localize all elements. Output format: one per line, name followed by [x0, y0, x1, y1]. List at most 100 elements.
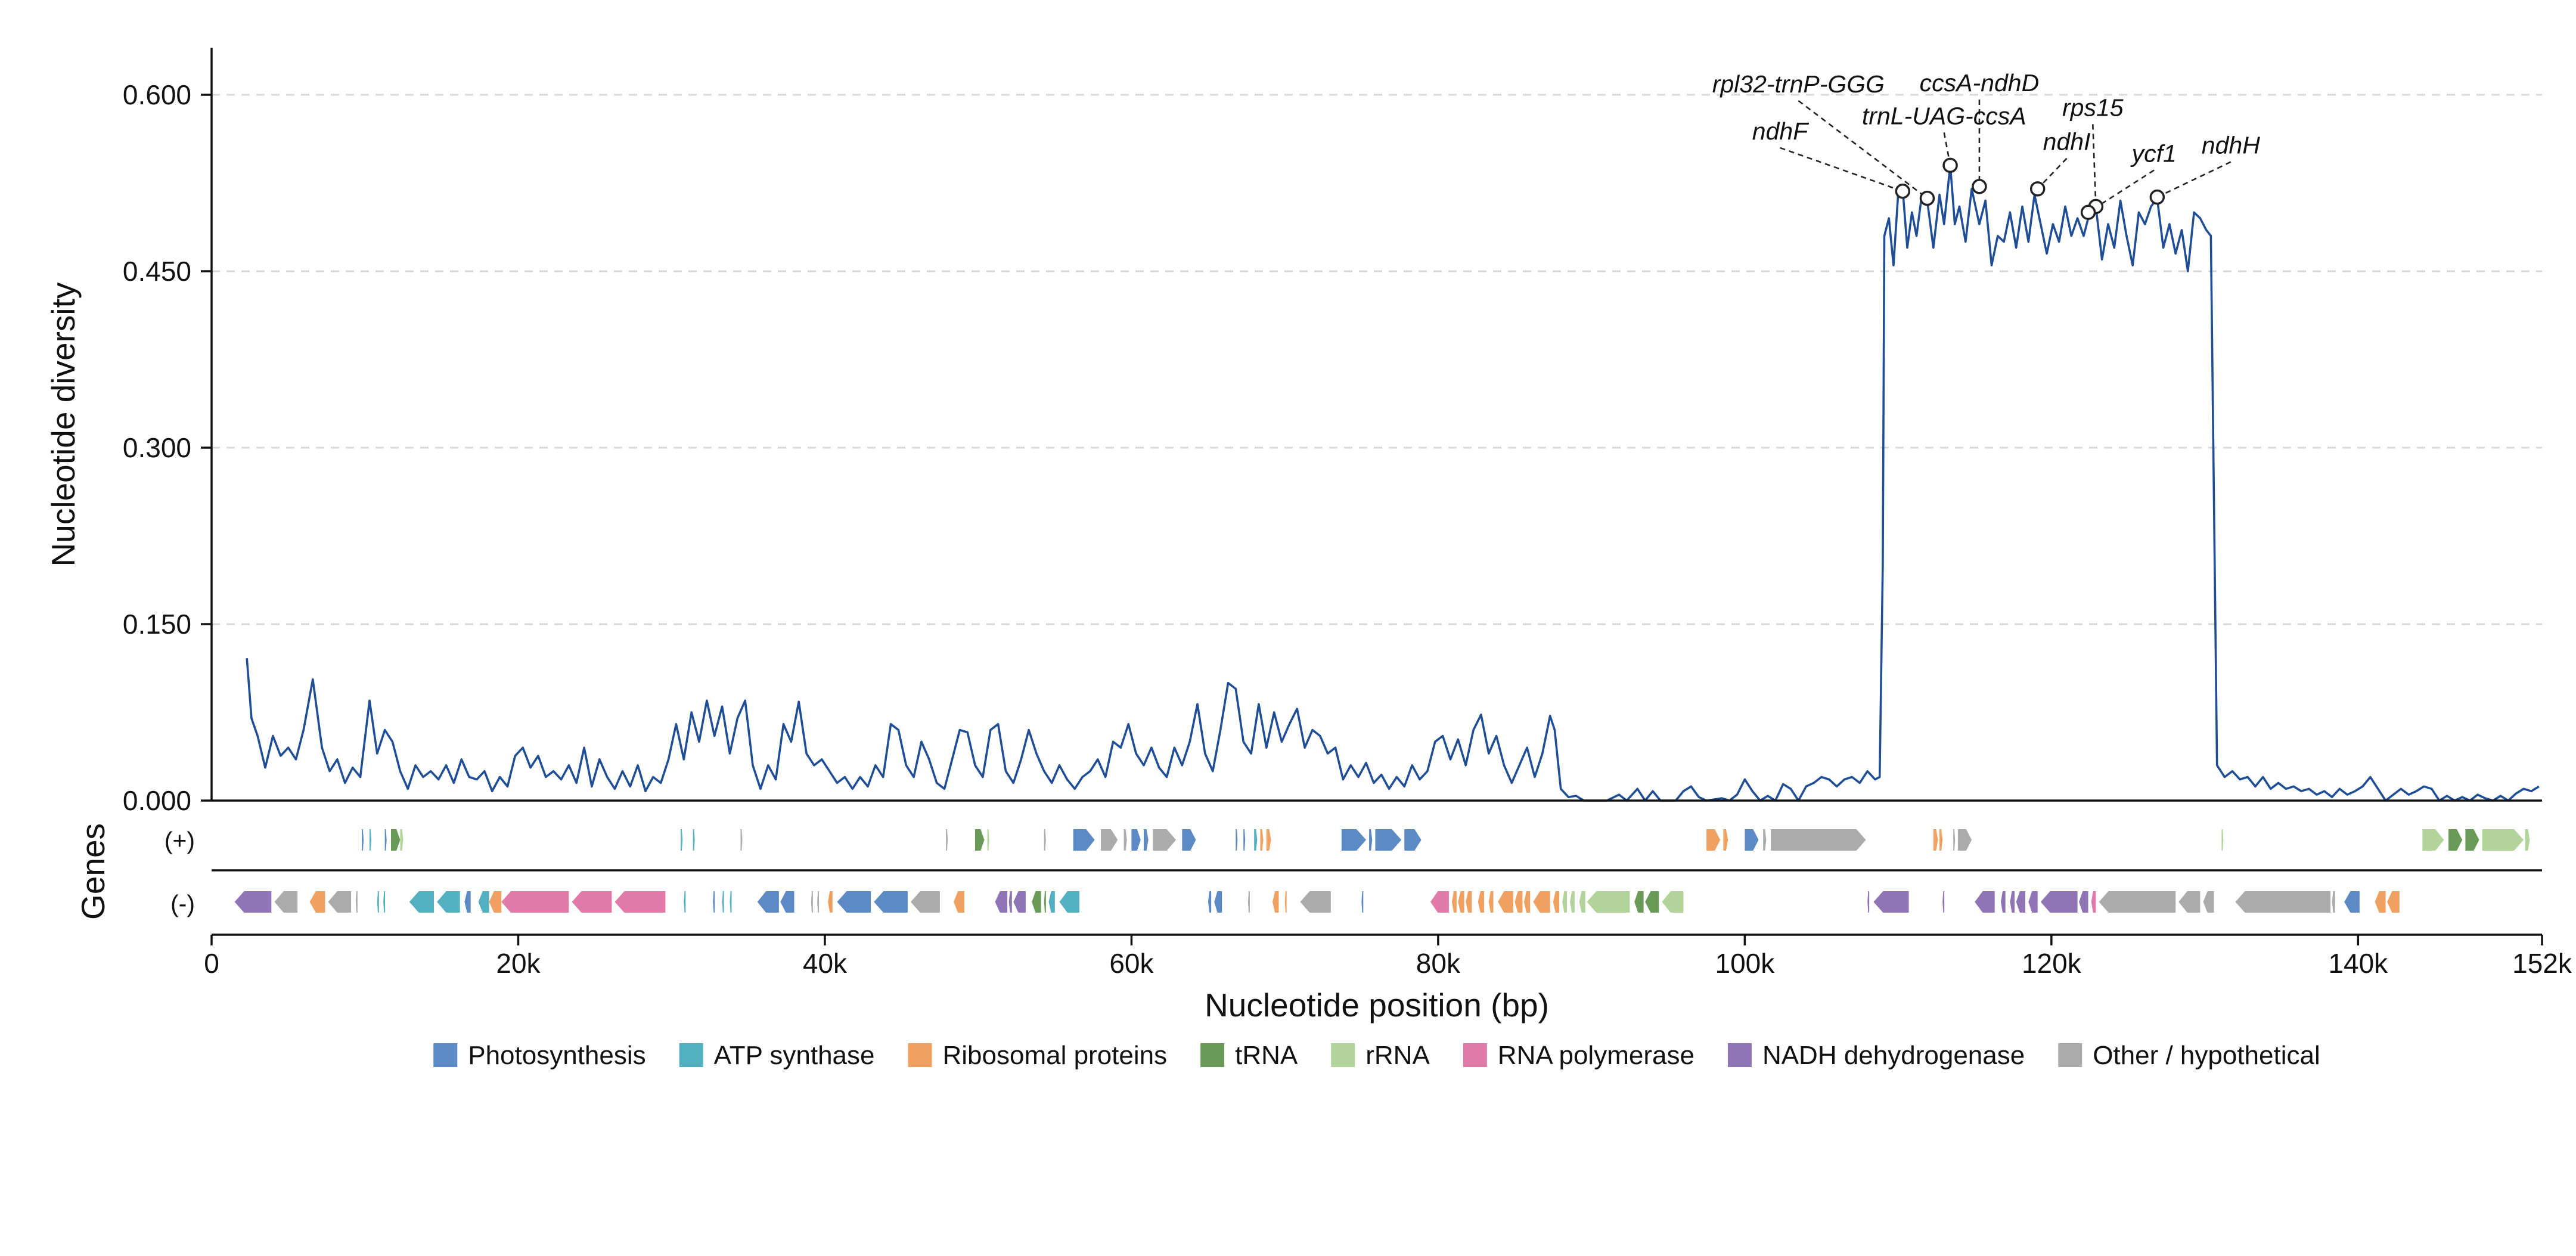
y-tick-label: 0.600	[123, 79, 191, 110]
gene-minus-arrow	[572, 891, 612, 913]
x-tick-label: 0	[204, 948, 219, 979]
gene-minus-arrow	[478, 891, 489, 913]
gene-plus-arrow	[2482, 829, 2524, 851]
y-axis-title: Nucleotide diversity	[45, 282, 82, 566]
gene-plus-arrow	[1369, 829, 1373, 851]
gene-minus-arrow	[328, 891, 352, 913]
gene-plus-arrow	[1073, 829, 1095, 851]
gene-plus-arrow	[1243, 829, 1246, 851]
peak-marker	[1919, 190, 1935, 206]
gene-minus-arrow	[309, 891, 325, 913]
x-tick-label: 20k	[496, 948, 541, 979]
gene-minus-arrow	[2387, 891, 2400, 913]
gene-minus-arrow	[1514, 891, 1523, 913]
annotation-leader	[1780, 147, 1903, 192]
gene-minus-arrow	[1284, 891, 1287, 913]
legend-swatch	[679, 1043, 703, 1067]
annotation-label: trnL-UAG-ccsA	[1862, 102, 2026, 129]
gene-minus-arrow	[1498, 891, 1513, 913]
gene-minus-arrow	[2001, 891, 2006, 913]
annotation-label: ndhH	[2202, 132, 2260, 159]
gene-minus-arrow	[2099, 891, 2176, 913]
peak-annotations: rpl32-trnP-GGG ndhF ccsA-ndhD trnL-UAG-ccsA…	[1712, 69, 2260, 221]
gene-minus-arrow	[1300, 891, 1331, 913]
gene-minus-arrow	[383, 891, 386, 913]
gene-minus-arrow	[1273, 891, 1279, 913]
gene-plus-arrow	[362, 829, 364, 851]
x-tick-label: 40k	[803, 948, 848, 979]
gene-plus-arrow	[987, 829, 989, 851]
gene-minus-arrow	[1645, 891, 1659, 913]
gene-plus-arrow	[400, 829, 404, 851]
diversity-line	[246, 164, 2540, 802]
gene-minus-arrow	[874, 891, 908, 913]
y-tick-label: 0.000	[123, 785, 191, 816]
annotation-leader	[2087, 169, 2155, 213]
y-ticks: 0.000 0.150 0.300 0.450 0.600	[123, 79, 212, 816]
gene-plus-arrow	[1957, 829, 1972, 851]
x-axis-title: Nucleotide position (bp)	[1205, 987, 1549, 1024]
gene-minus-arrow	[1488, 891, 1494, 913]
gene-minus-arrow	[1466, 891, 1472, 913]
gene-minus-arrow	[2016, 891, 2026, 913]
gene-plus-arrow	[740, 829, 743, 851]
gene-plus-arrow	[975, 829, 985, 851]
gene-minus-arrow	[1553, 891, 1560, 913]
peak-marker	[2080, 204, 2096, 221]
y-tick-label: 0.450	[123, 256, 191, 287]
gene-minus-arrow	[1048, 891, 1055, 913]
x-tick-label: 120k	[2022, 948, 2082, 979]
gene-minus-arrow	[1478, 891, 1485, 913]
gene-track-title: Genes	[75, 823, 111, 920]
gene-minus-arrow	[1430, 891, 1449, 913]
gene-minus-arrow	[2079, 891, 2088, 913]
gene-minus-arrow	[1533, 891, 1550, 913]
gene-plus-arrow	[681, 829, 683, 851]
gridlines	[212, 94, 2542, 625]
gene-minus-arrow	[1059, 891, 1079, 913]
x-tick-label: 100k	[1715, 948, 1775, 979]
legend-swatch	[1331, 1043, 1355, 1067]
gene-plus-arrow	[1745, 829, 1759, 851]
gene-minus-arrow	[1562, 891, 1567, 913]
annotation-label: ccsA-ndhD	[1920, 69, 2040, 97]
gene-minus-arrow	[2091, 891, 2096, 913]
genes-minus-strand	[234, 891, 2400, 913]
gene-plus-arrow	[1254, 829, 1258, 851]
gene-minus-arrow	[274, 891, 298, 913]
gene-minus-arrow	[2178, 891, 2201, 913]
gene-minus-arrow	[2344, 891, 2360, 913]
gene-plus-arrow	[1723, 829, 1728, 851]
strand-plus-label: (+)	[165, 827, 195, 854]
gene-minus-arrow	[780, 891, 794, 913]
gene-minus-arrow	[2040, 891, 2078, 913]
gene-minus-arrow	[1942, 891, 1945, 913]
gene-plus-arrow	[1260, 829, 1264, 851]
y-tick-label: 0.300	[123, 432, 191, 463]
legend-swatch	[1463, 1043, 1487, 1067]
gene-minus-arrow	[437, 891, 460, 913]
gene-plus-arrow	[1131, 829, 1141, 851]
annotation-label: rpl32-trnP-GGG	[1712, 70, 1885, 98]
gene-minus-arrow	[1634, 891, 1644, 913]
gene-plus-arrow	[1044, 829, 1046, 851]
genes-plus-strand	[362, 829, 2530, 851]
gene-minus-arrow	[464, 891, 471, 913]
annotation-leader	[2037, 157, 2068, 190]
annotation-leader	[1798, 100, 1928, 199]
x-tick-label: 80k	[1416, 948, 1461, 979]
gene-plus-arrow	[1266, 829, 1271, 851]
x-tick-label: 152k	[2512, 948, 2572, 979]
gene-minus-arrow	[684, 891, 686, 913]
x-tick-label: 60k	[1109, 948, 1154, 979]
peak-marker	[2029, 181, 2046, 197]
gene-minus-arrow	[1867, 891, 1870, 913]
gene-plus-arrow	[1182, 829, 1196, 851]
gene-minus-arrow	[1579, 891, 1585, 913]
gene-minus-arrow	[409, 891, 434, 913]
legend-label: Other / hypothetical	[2093, 1041, 2320, 1070]
gene-plus-arrow	[946, 829, 948, 851]
legend-label: tRNA	[1235, 1041, 1298, 1070]
gene-plus-arrow	[1404, 829, 1422, 851]
